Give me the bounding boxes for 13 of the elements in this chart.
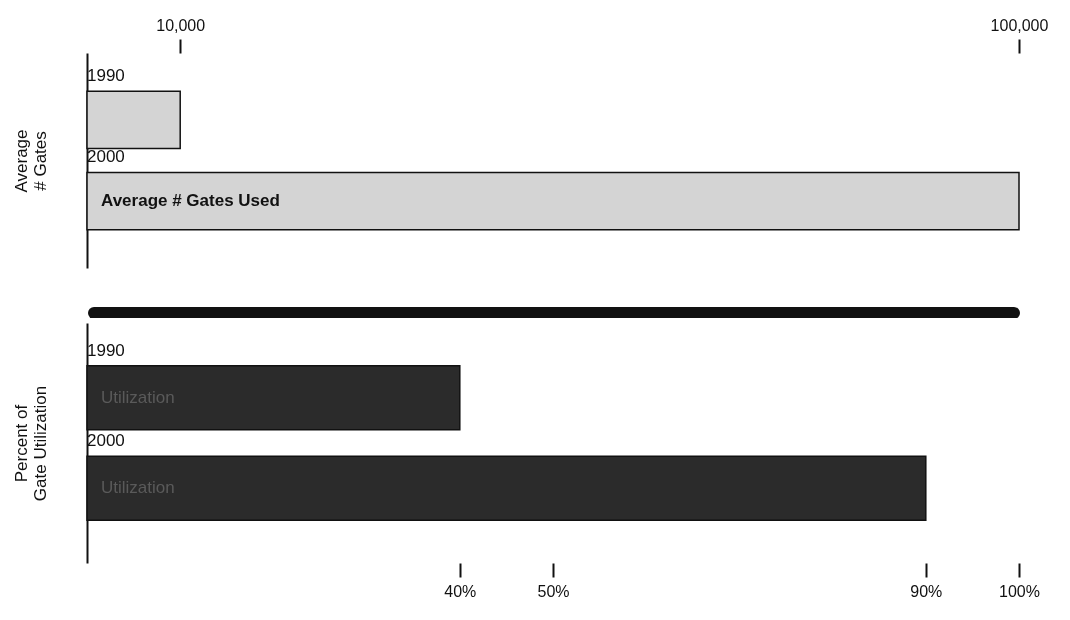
y-tick-label: 1990 <box>87 340 125 360</box>
y-tick-label: 2000 <box>87 431 125 451</box>
x-tick-label: 40% <box>444 582 477 600</box>
y-axis-title: Percent of Gate Utilization <box>11 385 50 502</box>
y-axis-title: Average # Gates <box>11 129 50 193</box>
x-tick-label: 50% <box>537 582 570 600</box>
y-tick-label: 2000 <box>87 147 125 167</box>
y-tick-label: 1990 <box>87 66 125 86</box>
x-tick-label: 100% <box>999 582 1040 600</box>
x2-tick-label: 100,000 <box>990 16 1049 34</box>
x-tick-label: 90% <box>910 582 943 600</box>
annotation: Average # Gates Used <box>101 191 280 211</box>
x2-tick-label: 10,000 <box>156 16 206 34</box>
